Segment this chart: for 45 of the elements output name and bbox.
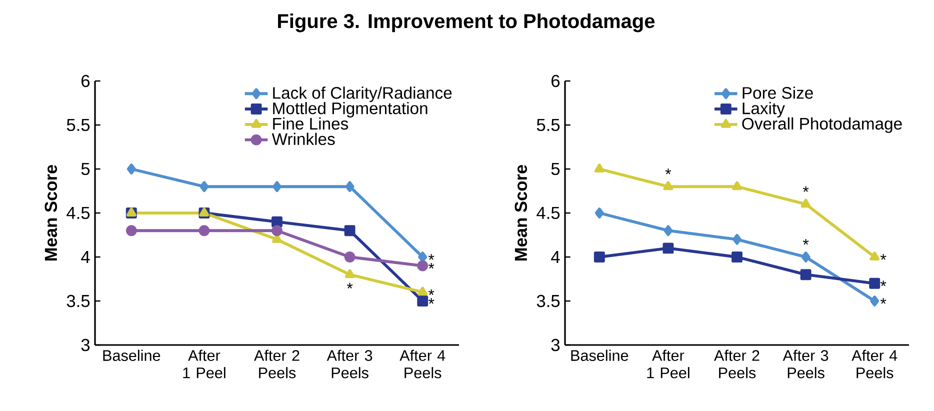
y-tick-label: 5.5 [536,118,560,132]
legend-label: Lack of Clarity/Radiance [273,86,452,102]
x-tick-label: After 4 Peels [400,350,446,378]
x-tick-label: Baseline [571,350,628,361]
x-tick-label: After 2 Peels [714,350,760,378]
y-tick-label: 3.5 [536,294,560,308]
y-tick-label: 4 [551,251,560,263]
annotation: * [428,289,434,295]
annotation: * [802,186,809,192]
y-tick-label: 3 [551,338,560,352]
x-tick-label: After 4 Peels [852,350,898,378]
legend-label: Mottled Pigmentation [273,102,428,118]
legend-label: Laxity [742,102,785,118]
legend-label: Fine Lines [273,117,348,130]
y-tick-label: 5 [81,162,90,176]
y-tick-label: 3 [81,338,90,352]
legend-label: Pore Size [742,86,813,99]
y-tick-label: 6 [82,74,90,88]
x-tick-label: After 1 Peel [647,350,690,378]
annotation: * [665,168,672,174]
x-tick-label: After 2 Peels [254,350,300,378]
y-tick-label: 4.5 [66,206,90,220]
y-axis-title: Mean Score [44,164,58,260]
annotation: * [880,254,886,260]
y-tick-label: 5.5 [66,118,90,132]
y-tick-label: 5 [551,162,560,176]
annotation: * [802,239,809,245]
y-tick-label: 4 [81,251,90,263]
y-tick-label: 3.5 [66,294,90,308]
chart-title: Figure 3. Improvement to Photodamage [278,13,655,32]
x-tick-label: Baseline [103,350,160,361]
annotation: * [428,254,434,260]
x-tick-label: After 1 Peel [183,350,226,378]
annotation: * [880,298,886,304]
x-tick-label: After 3 Peels [782,350,828,378]
annotation: * [428,262,434,269]
annotation: * [346,282,353,288]
y-tick-label: 6 [552,74,560,88]
x-tick-label: After 3 Peels [326,350,372,378]
legend-label: Overall Photodamage [742,117,902,133]
y-tick-label: 4.5 [536,206,560,220]
y-axis-title: Mean Score [514,164,528,260]
annotation: * [428,298,434,304]
annotation: * [880,280,886,286]
legend-label: Wrinkles [272,132,335,146]
